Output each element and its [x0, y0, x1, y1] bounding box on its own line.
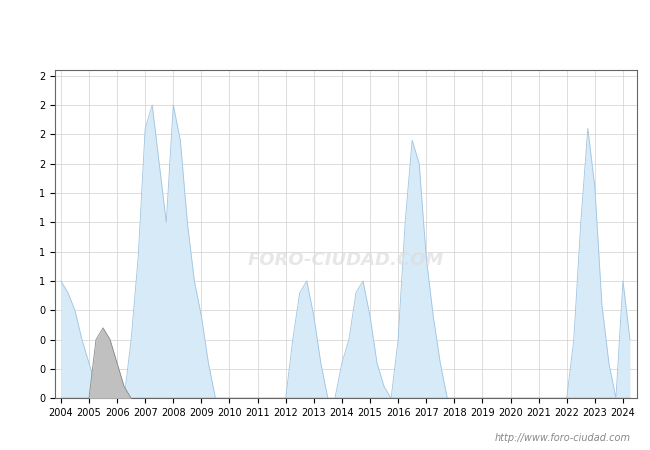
Text: FORO-CIUDAD.COM: FORO-CIUDAD.COM — [248, 251, 444, 269]
Text: http://www.foro-ciudad.com: http://www.foro-ciudad.com — [495, 433, 630, 443]
Text: Caltojar - Evolucion del Nº de Transacciones Inmobiliarias: Caltojar - Evolucion del Nº de Transacci… — [114, 23, 536, 38]
